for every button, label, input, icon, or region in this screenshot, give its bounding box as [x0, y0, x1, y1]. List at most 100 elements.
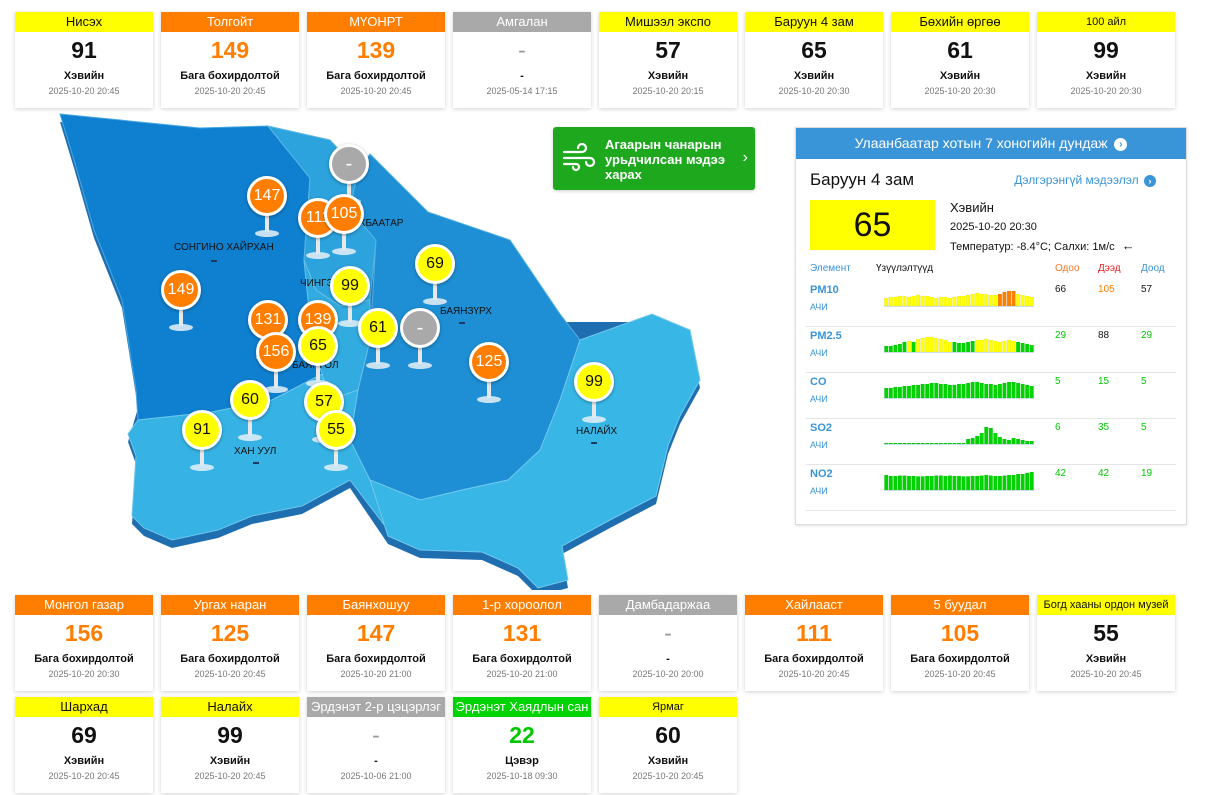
aqi-status: Хэвийн: [1085, 653, 1127, 665]
pollutant-name[interactable]: PM2.5: [810, 330, 842, 342]
pollutant-name[interactable]: SO2: [810, 422, 833, 434]
station-pin[interactable]: 60: [230, 380, 270, 444]
station-pin[interactable]: 147: [247, 176, 287, 240]
bar: [1020, 439, 1025, 445]
station-pin[interactable]: 99: [330, 266, 370, 330]
station-card[interactable]: Бөхийн өргөө 61 Хэвийн 2025-10-20 20:30: [891, 12, 1029, 108]
aqi-status: -: [374, 755, 378, 767]
station-pin[interactable]: 125: [469, 342, 509, 406]
station-card[interactable]: Дамбадаржаа - - 2025-10-20 20:00: [599, 595, 737, 691]
aqi-status: Хэвийн: [1085, 70, 1127, 82]
bar: [956, 442, 962, 445]
pollutant-max: 105: [1098, 284, 1115, 295]
pin-stem: [248, 418, 252, 436]
station-card[interactable]: Мишээл экспо 57 Хэвийн 2025-10-20 20:15: [599, 12, 737, 108]
district-marker: [459, 322, 465, 324]
bar: [888, 296, 893, 307]
pin-base: [332, 248, 356, 255]
station-pin[interactable]: 99: [574, 362, 614, 426]
station-card[interactable]: Баруун 4 зам 65 Хэвийн 2025-10-20 20:30: [745, 12, 883, 108]
station-card[interactable]: МҮОНРТ 139 Бага бохирдолтой 2025-10-20 20:4…: [307, 12, 445, 108]
bar: [929, 296, 934, 307]
weekly-average-label: Улаанбаатар хотын 7 хоногийн дундаж: [854, 135, 1108, 151]
bar: [911, 475, 916, 491]
station-card[interactable]: Толгойт 149 Бага бохирдолтой 2025-10-20 20:…: [161, 12, 299, 108]
pollutant-index: АЧИ: [810, 440, 828, 450]
station-card[interactable]: Шархад 69 Хэвийн 2025-10-20 20:45: [15, 697, 153, 793]
pin-stem: [342, 232, 346, 250]
forecast-banner[interactable]: Агаарын чанарын урьдчилсан мэдээ харах ›: [553, 127, 755, 190]
station-card[interactable]: 5 буудал 105 Бага бохирдолтой 2025-10-20 20…: [891, 595, 1029, 691]
timestamp: 2025-10-20 20:30: [1070, 86, 1142, 96]
station-card[interactable]: 100 айл 99 Хэвийн 2025-10-20 20:30: [1037, 12, 1175, 108]
station-card[interactable]: Ургах наран 125 Бага бохирдолтой 2025-10-20…: [161, 595, 299, 691]
district-label: БАЯНЗҮРХ: [440, 306, 492, 317]
bar: [906, 340, 912, 353]
station-card[interactable]: Хайлааст 111 Бага бохирдолтой 2025-10-20 20…: [745, 595, 883, 691]
pin-base: [366, 362, 390, 369]
station-name: Баруун 4 зам: [745, 12, 883, 32]
bar: [956, 342, 962, 353]
bar: [884, 387, 889, 399]
station-card[interactable]: 1-р хороолол 131 Бага бохирдолтой 2025-10-2…: [453, 595, 591, 691]
timestamp: 2025-10-20 21:00: [486, 669, 558, 679]
aqi-status: -: [666, 653, 670, 665]
bar: [1006, 339, 1012, 353]
bar: [970, 340, 975, 353]
bar: [984, 383, 989, 399]
bar: [966, 476, 971, 491]
pollutant-name[interactable]: CO: [810, 376, 827, 388]
station-pin[interactable]: 69: [415, 244, 455, 308]
pin-base: [324, 464, 348, 471]
bar: [893, 475, 898, 491]
col-element: Элемент: [810, 263, 851, 274]
bar: [952, 341, 957, 353]
details-link[interactable]: Дэлгэрэнгүй мэдээлэл ›: [1014, 173, 1156, 187]
district-map: СОНГИНО ХАЙРХАН СҮХБААТАР ЧИНГЭЛТЭЙ БАЯН…: [40, 100, 740, 596]
pollutant-min: 19: [1141, 468, 1153, 479]
station-card[interactable]: Амгалан - - 2025-05-14 17:15: [453, 12, 591, 108]
aqi-value: -: [372, 722, 380, 748]
timestamp: 2025-10-20 21:00: [340, 669, 412, 679]
bar: [888, 442, 893, 445]
pin-value: -: [329, 144, 369, 184]
station-card[interactable]: Налайх 99 Хэвийн 2025-10-20 20:45: [161, 697, 299, 793]
station-pin[interactable]: 91: [182, 410, 222, 474]
aqi-status: Цэвэр: [505, 755, 539, 767]
bar: [1006, 439, 1012, 445]
station-pin[interactable]: 61: [358, 308, 398, 372]
bar: [1025, 384, 1030, 399]
station-card[interactable]: Нисэх 91 Хэвийн 2025-10-20 20:45: [15, 12, 153, 108]
station-pin[interactable]: 55: [316, 410, 356, 474]
bar: [1016, 438, 1021, 445]
station-card[interactable]: Баянхошуу 147 Бага бохирдолтой 2025-10-20 2…: [307, 595, 445, 691]
station-card[interactable]: Ярмаг 60 Хэвийн 2025-10-20 20:45: [599, 697, 737, 793]
station-name: Дамбадаржаа: [599, 595, 737, 615]
station-card[interactable]: Богд хааны ордон музей 55 Хэвийн 2025-10-20…: [1037, 595, 1175, 691]
bar: [993, 384, 998, 399]
pollutant-name[interactable]: NO2: [810, 468, 833, 480]
bar: [884, 297, 889, 307]
station-pin[interactable]: 149: [161, 270, 201, 334]
details-link-label: Дэлгэрэнгүй мэдээлэл: [1014, 173, 1139, 187]
station-name: Эрдэнэт Хаядлын сан: [453, 697, 591, 717]
timestamp: 2025-10-20 20:30: [778, 86, 850, 96]
station-name: Монгол газар: [15, 595, 153, 615]
station-pin[interactable]: 65: [298, 326, 338, 390]
pin-value: 61: [358, 308, 398, 348]
station-card[interactable]: Эрдэнэт 2-р цэцэрлэг - - 2025-10-06 21:00: [307, 697, 445, 793]
station-card[interactable]: Монгол газар 156 Бага бохирдолтой 2025-10-2…: [15, 595, 153, 691]
station-card[interactable]: Эрдэнэт Хаядлын сан 22 Цэвэр 2025-10-18 09:…: [453, 697, 591, 793]
bar: [1006, 381, 1012, 399]
bar: [929, 336, 934, 353]
station-pin[interactable]: 156: [256, 332, 296, 396]
pollutant-min: 29: [1141, 330, 1153, 341]
pin-value: 65: [298, 326, 338, 366]
timestamp: 2025-10-20 20:45: [48, 86, 120, 96]
aqi-value: 131: [502, 620, 542, 646]
station-pin[interactable]: 105: [324, 194, 364, 258]
bar: [997, 383, 1002, 399]
station-pin[interactable]: -: [400, 308, 440, 372]
pollutant-name[interactable]: PM10: [810, 284, 839, 296]
weekly-average-link[interactable]: Улаанбаатар хотын 7 хоногийн дундаж ›: [796, 128, 1186, 159]
